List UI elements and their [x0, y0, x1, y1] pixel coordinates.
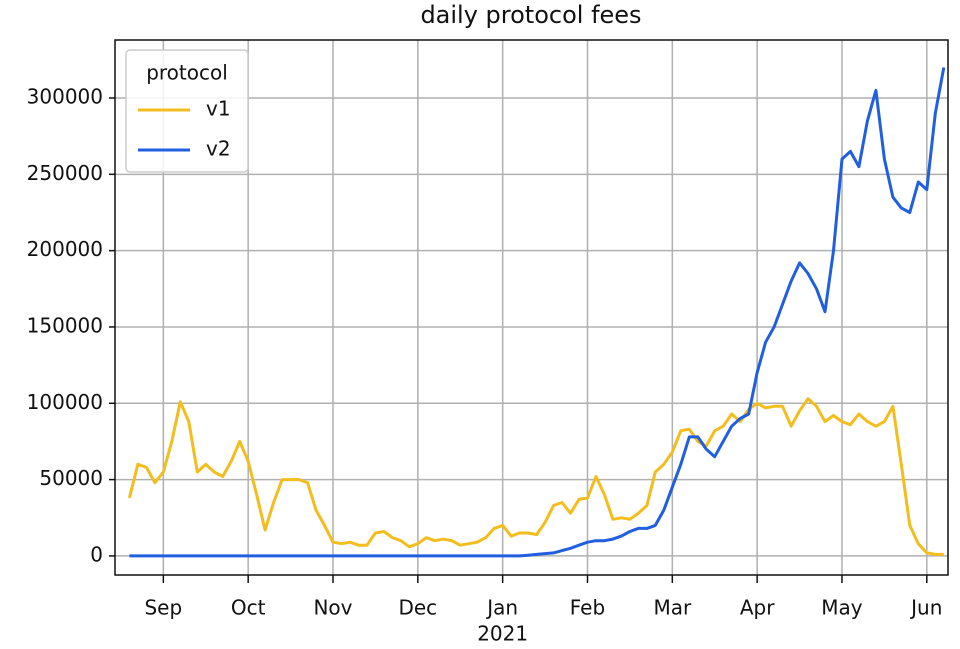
x-tick-label: Nov	[313, 596, 352, 620]
x-tick-label: May	[821, 596, 863, 620]
y-tick-label: 200000	[27, 237, 103, 261]
y-tick-label: 0	[90, 542, 103, 566]
chart-title: daily protocol fees	[420, 1, 641, 29]
series-line	[127, 397, 944, 556]
x-tick-label: Sep	[144, 596, 182, 620]
x-tick-label: Mar	[653, 596, 692, 620]
y-tick-label: 250000	[27, 161, 103, 185]
legend-label: v2	[206, 137, 231, 161]
y-tick-label: 300000	[27, 85, 103, 109]
x-tick-label: Jun	[909, 596, 942, 620]
x-tick-label: Oct	[231, 596, 266, 620]
x-tick-label: Feb	[570, 596, 605, 620]
y-tick-label: 50000	[39, 466, 103, 490]
plot-frame	[114, 39, 949, 576]
x-tick-label: Apr	[740, 596, 775, 620]
x-year-label: 2021	[477, 622, 528, 646]
y-tick-label: 150000	[27, 313, 103, 337]
x-tick-label: Dec	[398, 596, 437, 620]
x-tick-label: Jan	[485, 596, 518, 620]
legend-label: v1	[206, 97, 231, 121]
y-tick-label: 100000	[27, 390, 103, 414]
legend-title: protocol	[146, 61, 228, 85]
series-line	[129, 67, 946, 558]
